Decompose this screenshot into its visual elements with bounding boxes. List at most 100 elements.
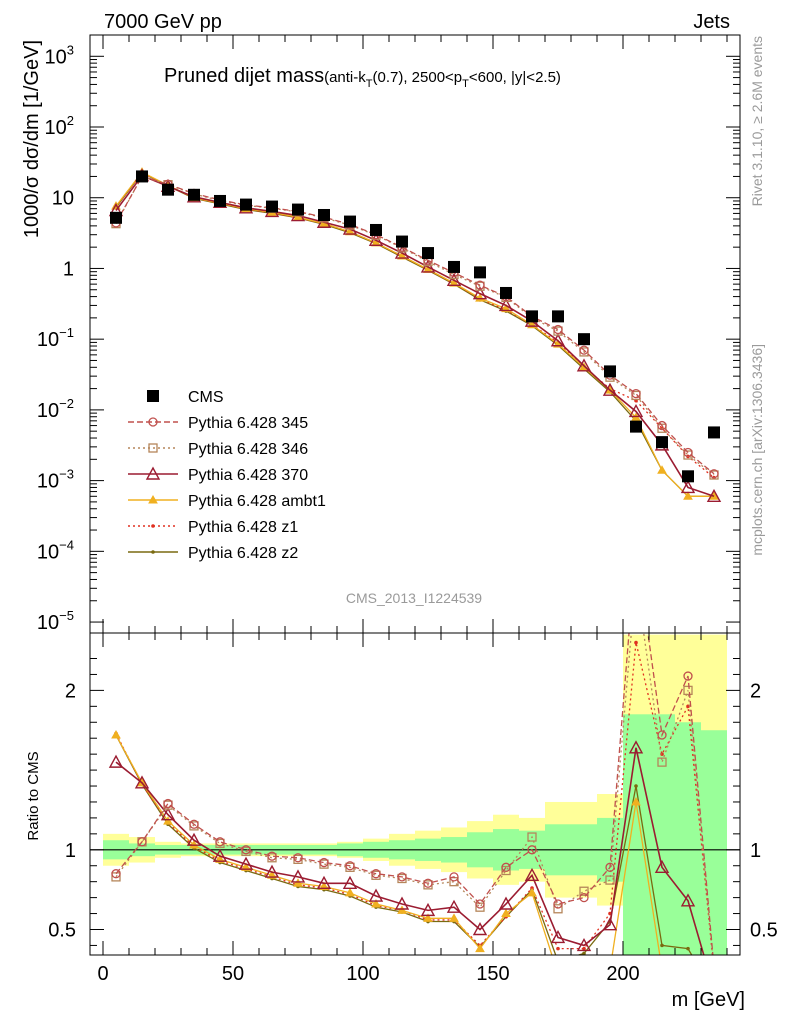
chart-title: Pruned dijet mass(anti-kT(0.7), 2500<pT<… [164, 65, 561, 90]
data-point [368, 888, 384, 902]
data-point [371, 898, 381, 908]
data-point [550, 930, 566, 944]
legend-entry-cms: CMS [147, 389, 224, 406]
data-point [552, 310, 564, 323]
data-point [654, 859, 670, 874]
data-point [526, 310, 538, 323]
data-point [524, 867, 540, 881]
data-point [108, 754, 124, 768]
data-point [148, 494, 158, 504]
data-point [446, 272, 462, 286]
data-point [214, 194, 226, 207]
data-point [342, 875, 358, 889]
y-tick-label: 1 [63, 258, 74, 280]
main-frame [89, 34, 741, 634]
main-series-layer [108, 167, 722, 502]
data-point [709, 469, 719, 479]
x-tick-label: 200 [606, 963, 639, 985]
data-point [554, 970, 562, 977]
data-point [576, 358, 592, 372]
data-point [293, 878, 303, 887]
series-line [115, 172, 715, 479]
main-axes: 10−5 10−4 10−3 10−2 10−1 1 10 102 103 [37, 35, 740, 634]
x-tick-label: 100 [346, 963, 379, 985]
analysis-id-label: CMS_2013_I1224539 [346, 590, 482, 606]
data-point [186, 832, 202, 846]
data-point [267, 851, 277, 861]
data-point [145, 466, 161, 480]
data-point [318, 208, 330, 221]
data-point [500, 286, 512, 299]
data-point [657, 420, 667, 431]
data-point [628, 740, 644, 754]
data-point [137, 837, 147, 847]
y-tick-label: 10−4 [37, 537, 74, 563]
data-point [189, 840, 199, 849]
category-label: Jets [693, 11, 730, 33]
y-axis-title: 1000/σ dσ/dm [1/GeV] [21, 40, 43, 238]
data-point [420, 259, 436, 273]
data-point [602, 917, 618, 931]
data-point [632, 543, 640, 551]
ratio-series-clipped [108, 543, 714, 977]
data-point [371, 869, 381, 879]
legend-entry-p370: Pythia 6.428 370 [128, 466, 308, 484]
data-point [632, 575, 640, 583]
legend-label: Pythia 6.428 ambt1 [188, 493, 326, 510]
data-point [293, 853, 303, 863]
data-point [683, 447, 693, 458]
data-point [553, 899, 563, 909]
data-point [148, 417, 158, 427]
legend: CMS Pythia 6.428 345 Pythia 6.428 346 Pythi… [128, 389, 326, 562]
data-point [238, 856, 254, 870]
data-point [604, 365, 616, 378]
x-axis-title: m [GeV] [672, 989, 745, 1011]
data-point [396, 235, 408, 248]
data-point [579, 345, 589, 355]
data-point [501, 862, 511, 872]
data-point [264, 864, 280, 878]
data-point [189, 819, 199, 829]
data-point [579, 892, 589, 903]
chart-title-suffix: (anti-kT(0.7), 2500<pT<600, |y|<2.5) [324, 69, 561, 90]
data-point [151, 524, 155, 528]
data-point [446, 899, 462, 913]
y-tick-label: 10−5 [37, 608, 74, 634]
x-tick-label: 0 [97, 963, 108, 985]
data-point [163, 798, 173, 809]
data-point [708, 426, 720, 439]
legend-label: Pythia 6.428 370 [188, 467, 308, 484]
data-point [553, 324, 563, 335]
data-point [448, 260, 460, 273]
data-point [657, 423, 667, 433]
data-point [292, 203, 304, 216]
y-tick-label: 103 [45, 42, 74, 68]
x-tick-label: 150 [476, 963, 509, 985]
series-cms [110, 170, 720, 483]
data-point [656, 436, 668, 449]
data-point [472, 922, 488, 936]
legend-entry-p345: Pythia 6.428 345 [128, 415, 308, 432]
data-point [423, 913, 433, 922]
legend-label: Pythia 6.428 345 [188, 415, 308, 432]
legend-entry-z1: Pythia 6.428 z1 [128, 519, 298, 536]
data-point [576, 937, 592, 952]
data-point [475, 280, 485, 290]
data-point [344, 215, 356, 228]
data-point [241, 845, 251, 855]
data-point [397, 250, 407, 260]
ratio-series-p345 [111, 543, 714, 955]
data-point [111, 869, 121, 879]
energy-label: 7000 GeV pp [104, 11, 222, 33]
data-point [682, 470, 694, 483]
ratio-y-tick-label-right: 2 [750, 680, 761, 702]
ratio-band-inner [623, 714, 649, 955]
data-point [290, 869, 306, 883]
data-point [498, 896, 514, 910]
legend-label: Pythia 6.428 346 [188, 441, 308, 458]
data-point [475, 899, 485, 909]
data-point [215, 837, 225, 847]
data-point [527, 887, 537, 897]
data-point [657, 757, 667, 767]
